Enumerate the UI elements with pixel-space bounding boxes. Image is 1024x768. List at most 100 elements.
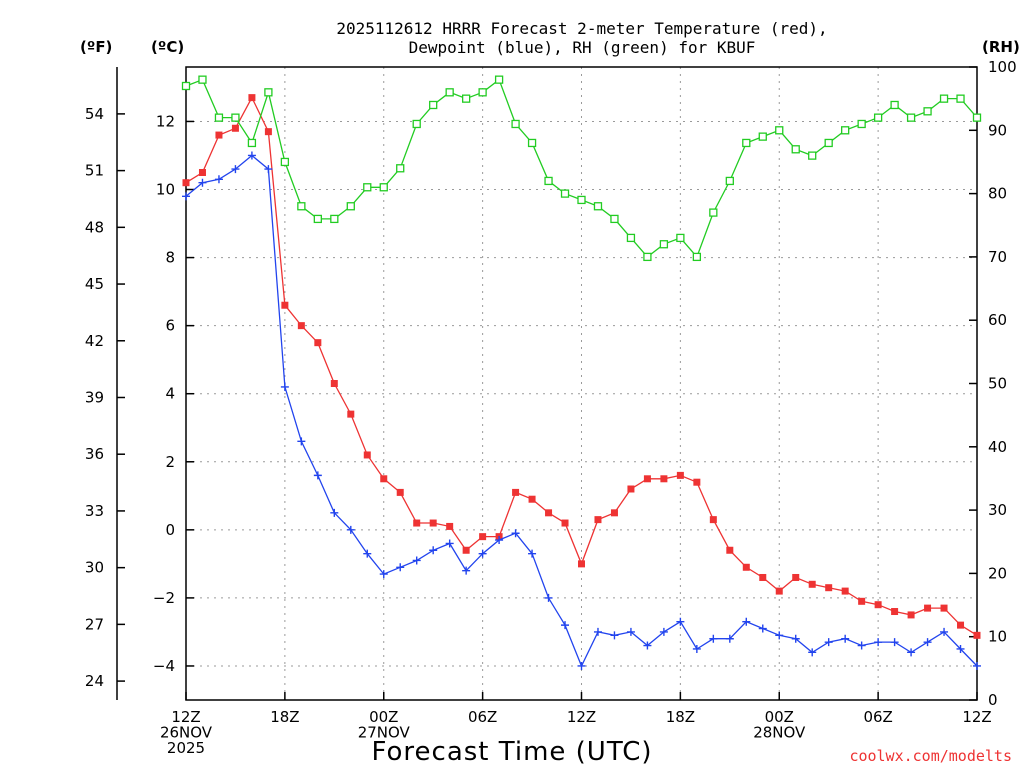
rh-point — [742, 138, 751, 148]
temperature-point — [462, 546, 470, 554]
dewpoint-point — [182, 192, 190, 201]
temperature-point — [446, 522, 454, 530]
rh-point — [363, 183, 372, 192]
chart-title-line-2: Dewpoint (blue), RH (green) for KBUF — [409, 38, 756, 57]
temperature-point — [676, 471, 684, 479]
dewpoint-point — [528, 549, 537, 558]
time-tick-label: 06Z — [468, 708, 497, 726]
rh-tick-label: 20 — [988, 564, 1007, 582]
time-tick-label: 26NOV — [160, 724, 213, 742]
series-dewpoint — [182, 151, 981, 670]
chart-title-line-1: 2025112612 HRRR Forecast 2-meter Tempera… — [336, 19, 827, 38]
time-tick-label: 18Z — [666, 708, 695, 726]
dewpoint-point — [313, 471, 322, 480]
dewpoint-point — [808, 648, 817, 657]
rh-point — [692, 252, 702, 262]
celsius-tick-label: 10 — [156, 181, 175, 199]
temperature-point — [264, 128, 272, 136]
rh-point — [494, 75, 504, 84]
source-credit: coolwx.com/modelts — [849, 747, 1012, 765]
temperature-point — [413, 519, 421, 527]
rh-point — [445, 88, 454, 97]
rh-point — [429, 100, 438, 110]
temperature-point — [610, 509, 618, 517]
temperature-point — [347, 410, 355, 418]
dewpoint-point — [561, 621, 570, 630]
temperature-point — [759, 573, 767, 581]
rh-point — [906, 113, 916, 122]
rh-point — [841, 126, 850, 135]
temperature-point — [281, 301, 289, 309]
dewpoint-point — [923, 638, 932, 647]
dewpoint-point — [363, 549, 372, 558]
temperature-point — [528, 495, 536, 503]
temperature-point — [643, 475, 651, 483]
dewpoint-point — [824, 638, 833, 647]
temperature-point — [297, 322, 305, 330]
dewpoint-point — [973, 661, 981, 670]
rh-tick-label: 60 — [988, 311, 1007, 329]
temperature-point — [594, 516, 602, 524]
rh-tick-label: 30 — [988, 501, 1007, 519]
rh-point — [247, 138, 257, 148]
dewpoint-point — [857, 641, 866, 650]
celsius-tick-label: 6 — [165, 317, 175, 335]
dewpoint-point — [231, 165, 240, 174]
rh-line — [185, 78, 978, 259]
rh-point — [890, 100, 899, 110]
temperature-point — [248, 94, 256, 102]
dewpoint-point — [956, 644, 965, 653]
rh-point — [412, 119, 421, 129]
fahrenheit-tick-label: 36 — [85, 445, 104, 463]
temperature-point — [429, 519, 437, 527]
fahrenheit-tick-label: 39 — [85, 388, 104, 406]
fahrenheit-tick-label: 24 — [85, 672, 104, 690]
rh-point — [330, 214, 339, 224]
dewpoint-point — [907, 648, 916, 657]
dewpoint-point — [379, 570, 388, 579]
rh-point — [181, 81, 191, 91]
rh-point — [280, 157, 290, 167]
dewpoint-point — [346, 525, 355, 534]
temperature-point — [709, 516, 717, 524]
rh-point — [725, 176, 734, 186]
series-layer — [181, 75, 982, 670]
rh-point — [396, 164, 405, 173]
rh-tick-label: 70 — [988, 248, 1007, 266]
rh-point — [560, 189, 570, 198]
fahrenheit-tick-label: 51 — [85, 162, 104, 180]
temperature-point — [545, 509, 553, 517]
rh-point — [972, 113, 982, 122]
chart-title: 2025112612 HRRR Forecast 2-meter Tempera… — [336, 19, 827, 57]
dewpoint-point — [676, 617, 685, 626]
temperature-point — [775, 587, 783, 595]
rh-point — [313, 214, 322, 224]
rh-point — [676, 233, 685, 243]
time-tick-label: 06Z — [863, 708, 892, 726]
dewpoint-point — [610, 631, 619, 640]
rh-point — [659, 240, 669, 249]
dewpoint-point — [429, 546, 438, 555]
dewpoint-point — [940, 627, 949, 636]
rh-point — [758, 132, 767, 141]
dewpoint-point — [791, 634, 800, 643]
celsius-axis: −4 −2 0 2 4 6 8 10 12 — [153, 112, 194, 675]
rh-point — [956, 94, 965, 103]
rh-point — [379, 183, 388, 192]
time-tick-label: 12Z — [567, 708, 596, 726]
rh-tick-label: 10 — [988, 628, 1007, 646]
dewpoint-point — [264, 165, 273, 174]
temperature-line — [185, 96, 978, 636]
rh-point — [511, 119, 520, 129]
temperature-point — [858, 597, 866, 605]
dewpoint-point — [775, 631, 784, 640]
dewpoint-point — [214, 175, 223, 184]
celsius-tick-label: 12 — [156, 112, 175, 130]
dewpoint-point — [758, 624, 767, 633]
rh-point — [643, 252, 652, 262]
rh-point — [626, 233, 636, 243]
fahrenheit-tick-label: 33 — [85, 502, 104, 520]
fahrenheit-axis-label: (ºF) — [80, 38, 112, 56]
temperature-point — [808, 580, 816, 588]
